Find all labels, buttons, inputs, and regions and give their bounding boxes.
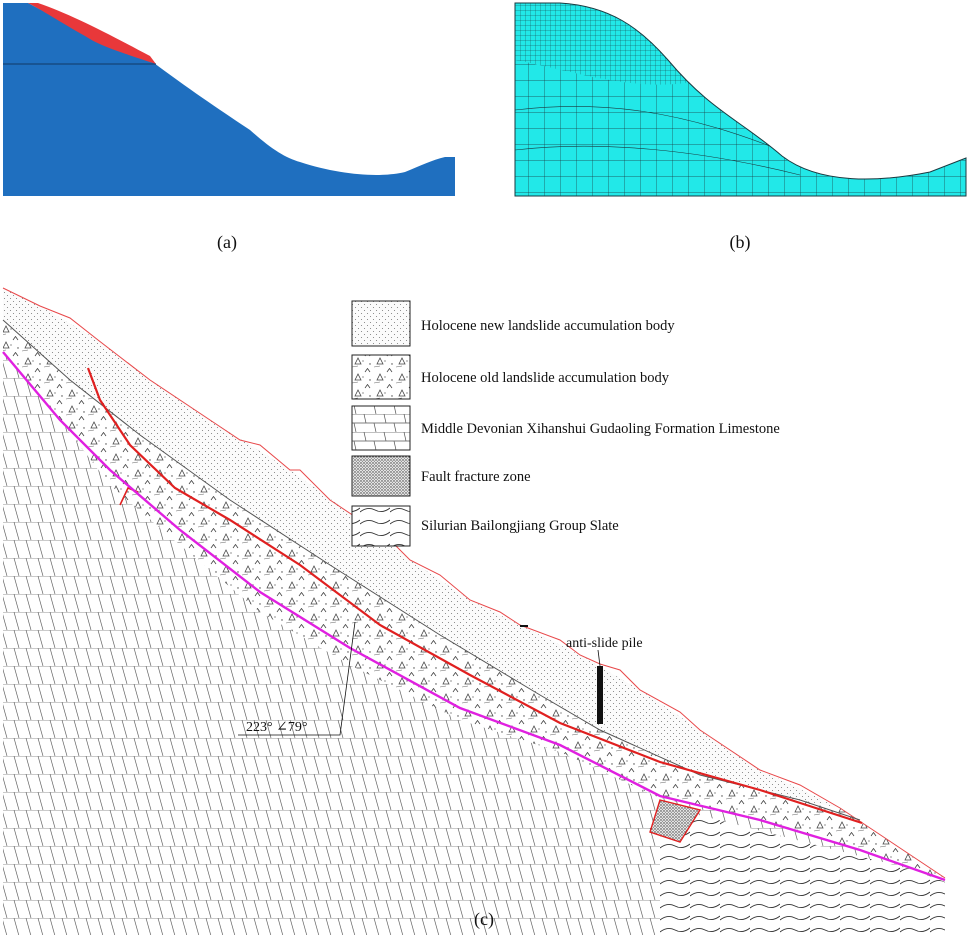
panel-b: (b) [514,2,967,253]
model-body [3,3,455,196]
panel-a: (a) [3,3,455,253]
legend-label: Holocene new landslide accumulation body [421,318,675,334]
sliding-surface-line [86,367,863,825]
mesh-outline [514,2,967,197]
legend-label: Silurian Bailongjiang Group Slate [421,518,619,534]
legend-item-fault-zone: Fault fracture zone [351,455,531,497]
attitude-leader-line [238,621,356,736]
mesh-grid [515,3,966,196]
legend-label: Fault fracture zone [421,469,531,485]
pile-leader-line [597,649,601,667]
panel-c: anti-slide pile 223° ∠79° Holocene new l… [2,287,946,935]
caption-b: (b) [730,232,751,253]
landslide-layer [28,3,156,64]
fault-fracture-zone [649,799,702,843]
bedrock-boundary-line [2,351,946,882]
anti-slide-pile [597,666,603,724]
strata [3,288,945,935]
legend-item-slate: Silurian Bailongjiang Group Slate [351,505,619,547]
caption-c: (c) [474,909,494,930]
ground-surface-line [2,287,946,879]
pile-label: anti-slide pile [566,636,643,651]
new-landslide-body [3,288,840,808]
legend-item-new-landslide: Holocene new landslide accumulation body [351,300,675,347]
slate-bedrock [660,805,945,935]
attitude-label: 223° ∠79° [246,720,307,735]
legend-label: Holocene old landslide accumulation body [421,370,670,386]
legend-item-limestone: Middle Devonian Xihanshui Gudaoling Form… [351,405,780,451]
legend-item-old-landslide: Holocene old landslide accumulation body [351,354,670,400]
legend-label: Middle Devonian Xihanshui Gudaoling Form… [421,421,780,437]
caption-a: (a) [217,232,237,253]
legend: Holocene new landslide accumulation body… [351,300,780,547]
